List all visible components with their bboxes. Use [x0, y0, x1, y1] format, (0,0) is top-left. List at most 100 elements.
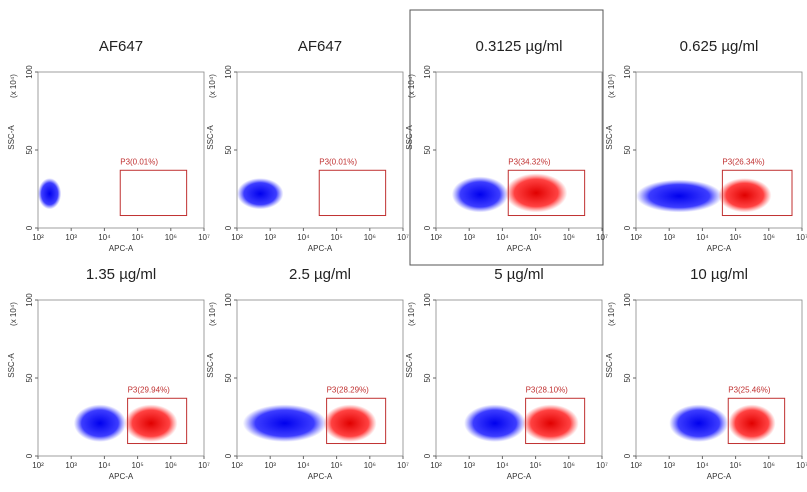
y-unit-label: (x 10⁴) — [407, 302, 416, 326]
y-tick-label: 50 — [423, 373, 432, 382]
x-tick-label: 10⁷ — [796, 461, 807, 470]
x-tick-label: 10³ — [463, 233, 475, 242]
cell-population — [237, 178, 284, 210]
cell-population — [669, 404, 729, 442]
cell-population — [522, 404, 579, 442]
cell-population — [728, 404, 776, 442]
x-tick-label: 10⁴ — [496, 233, 509, 242]
x-tick-label: 10² — [430, 461, 442, 470]
y-tick-label: 50 — [25, 145, 34, 154]
gate-label: P3(0.01%) — [319, 157, 357, 166]
x-tick-label: 10⁴ — [496, 461, 509, 470]
x-tick-label: 10⁵ — [131, 461, 143, 470]
panel: 2.5 µg/ml P3(28.29%) 10² 10³ 10⁴ 10⁵ 10⁶ 10⁷ 0 50… — [206, 266, 409, 481]
x-tick-label: 10³ — [264, 233, 276, 242]
panel: AF647 P3(0.01%) 10² 10³ 10⁴ 10⁵ 10⁶ 10⁷ 0 50 100 AP… — [7, 38, 210, 253]
y-tick-label: 100 — [423, 293, 432, 307]
x-tick-label: 10⁶ — [563, 461, 575, 470]
x-tick-label: 10⁵ — [131, 233, 143, 242]
y-unit-label: (x 10⁴) — [9, 302, 18, 326]
gate — [119, 169, 188, 217]
gate-label: P3(0.01%) — [120, 157, 158, 166]
gate-label: P3(26.34%) — [722, 157, 765, 166]
x-tick-label: 10⁷ — [198, 233, 210, 242]
x-tick-label: 10³ — [65, 233, 77, 242]
panel-title: 5 µg/ml — [494, 266, 544, 283]
y-tick-label: 0 — [623, 225, 632, 230]
x-axis-label: APC-A — [308, 472, 333, 481]
y-tick-label: 0 — [224, 453, 233, 458]
y-tick-label: 50 — [224, 145, 233, 154]
y-tick-label: 0 — [25, 225, 34, 230]
y-axis-label: SSC-A — [605, 125, 614, 150]
x-axis-label: APC-A — [109, 244, 134, 253]
cell-population — [242, 404, 327, 442]
plot-area — [37, 71, 205, 229]
x-tick-label: 10³ — [663, 461, 675, 470]
x-tick-label: 10⁵ — [529, 233, 541, 242]
panel: 5 µg/ml P3(28.10%) 10² 10³ 10⁴ 10⁵ 10⁶ 10⁷ 0 50 10… — [405, 266, 608, 481]
x-tick-label: 10⁴ — [98, 233, 111, 242]
y-axis-label: SSC-A — [206, 353, 215, 378]
y-tick-label: 100 — [224, 293, 233, 307]
x-tick-label: 10⁷ — [198, 461, 210, 470]
x-tick-label: 10² — [630, 461, 642, 470]
x-tick-label: 10⁵ — [729, 461, 741, 470]
x-tick-label: 10³ — [463, 461, 475, 470]
y-tick-label: 100 — [423, 65, 432, 79]
x-axis-label: APC-A — [507, 472, 532, 481]
panel-title: AF647 — [99, 38, 143, 55]
x-tick-label: 10³ — [65, 461, 77, 470]
y-tick-label: 100 — [224, 65, 233, 79]
gate — [318, 169, 387, 217]
y-unit-label: (x 10⁴) — [607, 302, 616, 326]
x-tick-label: 10² — [231, 461, 243, 470]
panel: 0.3125 µg/ml P3(34.32%) 10² 10³ 10⁴ 10⁵ 10⁶ 10⁷… — [405, 9, 608, 266]
x-tick-label: 10² — [231, 233, 243, 242]
panel-title: 0.3125 µg/ml — [475, 38, 562, 55]
y-tick-label: 0 — [423, 225, 432, 230]
x-tick-label: 10⁶ — [165, 461, 177, 470]
x-tick-label: 10² — [630, 233, 642, 242]
x-tick-label: 10⁶ — [763, 461, 775, 470]
x-axis-label: APC-A — [707, 472, 732, 481]
y-tick-label: 0 — [25, 453, 34, 458]
cell-population — [124, 404, 178, 442]
x-tick-label: 10⁴ — [98, 461, 111, 470]
x-tick-label: 10³ — [663, 233, 675, 242]
y-tick-label: 100 — [25, 293, 34, 307]
panel: 0.625 µg/ml P3(26.34%) 10² 10³ 10⁴ 10⁵ 10⁶ 10⁷ 0… — [605, 38, 807, 253]
gate — [727, 397, 786, 445]
y-axis-label: SSC-A — [405, 353, 414, 378]
gate-label: P3(28.29%) — [327, 385, 370, 394]
x-tick-label: 10² — [32, 461, 44, 470]
x-tick-label: 10⁵ — [330, 461, 342, 470]
y-axis-label: SSC-A — [605, 353, 614, 378]
x-tick-label: 10² — [32, 233, 44, 242]
panel-title: 10 µg/ml — [690, 266, 748, 283]
x-tick-label: 10⁴ — [696, 233, 709, 242]
y-tick-label: 50 — [623, 373, 632, 382]
x-tick-label: 10⁴ — [297, 233, 310, 242]
y-axis-label: SSC-A — [405, 125, 414, 150]
y-tick-label: 50 — [423, 145, 432, 154]
cell-population — [464, 404, 526, 442]
y-unit-label: (x 10⁴) — [407, 74, 416, 98]
x-axis-label: APC-A — [308, 244, 333, 253]
x-tick-label: 10⁷ — [596, 233, 608, 242]
x-tick-label: 10⁷ — [397, 233, 409, 242]
x-tick-label: 10⁵ — [729, 233, 741, 242]
x-tick-label: 10⁶ — [763, 233, 775, 242]
y-unit-label: (x 10⁴) — [607, 74, 616, 98]
panel-title: 0.625 µg/ml — [680, 38, 759, 55]
x-tick-label: 10⁴ — [696, 461, 709, 470]
y-tick-label: 0 — [224, 225, 233, 230]
y-tick-label: 50 — [224, 373, 233, 382]
x-tick-label: 10⁷ — [397, 461, 409, 470]
x-tick-label: 10⁵ — [330, 233, 342, 242]
highlight-box — [409, 9, 604, 266]
y-unit-label: (x 10⁴) — [208, 74, 217, 98]
y-tick-label: 50 — [623, 145, 632, 154]
gate — [507, 169, 586, 217]
